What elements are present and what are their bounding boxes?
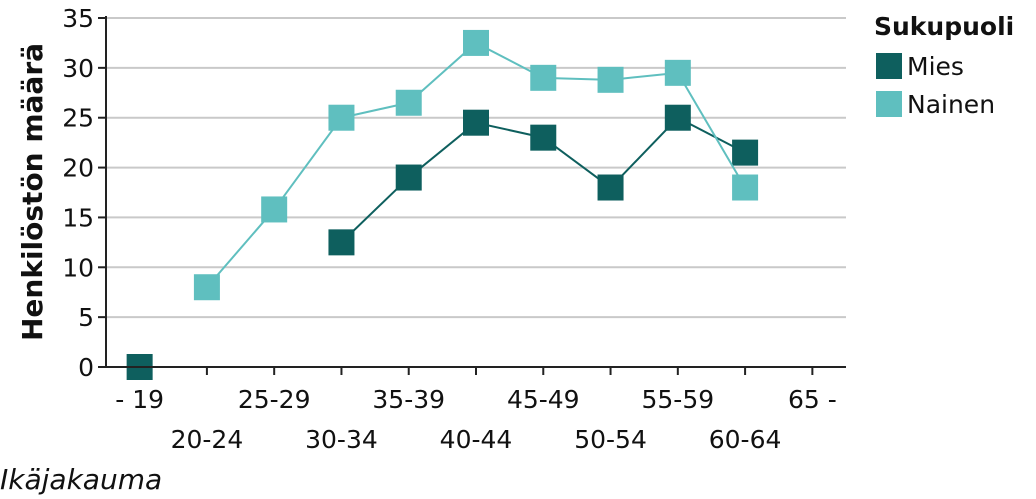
data-point: [261, 196, 287, 222]
y-tick-label-10: 10: [62, 253, 94, 282]
series-line-segment: [274, 118, 341, 210]
legend-label-nainen: Nainen: [907, 90, 995, 119]
data-point: [328, 105, 354, 131]
y-axis-label: Henkilöstön määrä: [16, 43, 49, 341]
data-point: [665, 105, 691, 131]
data-point: [328, 229, 354, 255]
x-tick-label-1: 20-24: [171, 425, 244, 454]
x-axis-label: Ikäjakauma: [0, 463, 162, 496]
legend-title: Sukupuoli: [874, 12, 1014, 41]
data-point: [732, 175, 758, 201]
x-tick-label-10: 65 -: [788, 385, 837, 414]
x-tick-label-2: 25-29: [238, 385, 311, 414]
y-tick-label-25: 25: [62, 104, 94, 133]
x-tick-label-6: 45-49: [507, 385, 580, 414]
data-point: [396, 165, 422, 191]
data-point: [463, 30, 489, 56]
x-tick-label-8: 55-59: [641, 385, 714, 414]
y-tick-label-5: 5: [78, 303, 94, 332]
data-point: [598, 175, 624, 201]
x-tick-label-7: 50-54: [574, 425, 647, 454]
gridlines: [106, 18, 846, 317]
legend: Sukupuoli Mies Nainen: [874, 12, 1014, 119]
x-tick-label-3: 30-34: [305, 425, 378, 454]
y-tick-label-20: 20: [62, 154, 94, 183]
data-point: [530, 65, 556, 91]
x-tick-label-0: - 19: [115, 385, 164, 414]
y-tick-label-35: 35: [62, 4, 94, 33]
series-layer: [127, 30, 758, 380]
legend-swatch-mies: [876, 53, 902, 79]
data-point: [732, 140, 758, 166]
data-point: [530, 125, 556, 151]
x-tick-label-5: 40-44: [440, 425, 513, 454]
data-point: [194, 274, 220, 300]
y-axis-ticks: 0 5 10 15 20 25 30 35: [62, 4, 106, 382]
series-nainen: [194, 30, 758, 300]
data-point: [463, 110, 489, 136]
x-tick-label-9: 60-64: [709, 425, 782, 454]
data-point: [665, 60, 691, 86]
legend-swatch-nainen: [876, 91, 902, 117]
data-point: [396, 90, 422, 116]
series-mies: [127, 105, 758, 380]
y-tick-label-0: 0: [78, 353, 94, 382]
legend-label-mies: Mies: [907, 52, 964, 81]
x-tick-label-4: 35-39: [372, 385, 445, 414]
y-tick-label-15: 15: [62, 203, 94, 232]
y-tick-label-30: 30: [62, 54, 94, 83]
data-point: [598, 67, 624, 93]
